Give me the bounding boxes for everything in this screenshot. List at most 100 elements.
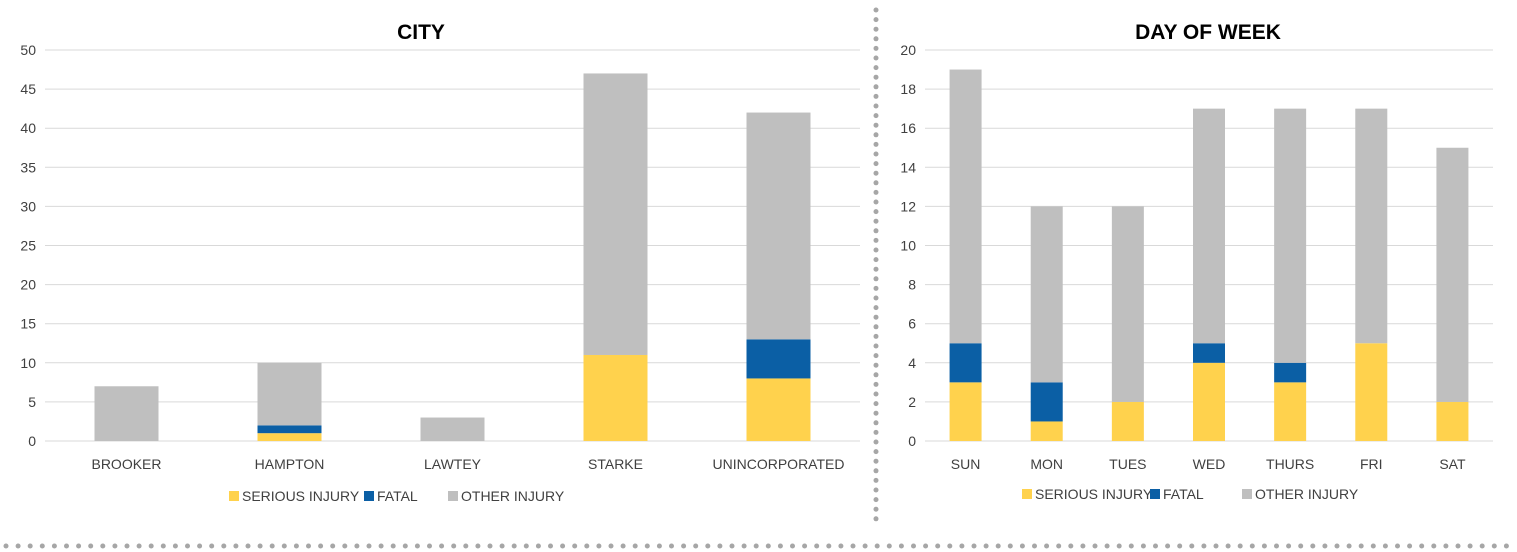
category-label: FRI [1360, 456, 1383, 472]
bar-segment-other-injury [1030, 206, 1063, 383]
bar-segment-serious-injury [746, 378, 811, 441]
legend-item: SERIOUS INJURY [229, 488, 360, 504]
legend: SERIOUS INJURY FATAL OTHER INJURY [1022, 486, 1359, 502]
y-tick-labels: 0 5 10 15 20 25 30 35 40 45 50 [20, 42, 36, 449]
divider-dot [1503, 543, 1509, 549]
divider-dot [873, 122, 879, 128]
y-tick-label: 5 [28, 394, 36, 410]
divider-dot [873, 458, 879, 464]
category-label: STARKE [588, 456, 643, 472]
bar-segment-other-injury [257, 362, 322, 426]
divider-dot [523, 543, 529, 549]
divider-dot [1322, 543, 1328, 549]
divider-dot [873, 36, 879, 42]
bar-segment-serious-injury [1030, 421, 1063, 441]
divider-dot [923, 543, 929, 549]
divider-dot [873, 324, 879, 330]
divider-dot [995, 543, 1001, 549]
day-of-week-chart: DAY OF WEEK 0 2 4 6 8 10 12 14 16 18 20 SUN MON TUES… [900, 21, 1493, 502]
legend-label: SERIOUS INJURY [1035, 486, 1153, 502]
bar-segment-serious-injury [1193, 362, 1225, 441]
divider-dot [873, 113, 879, 119]
divider-dot [281, 543, 287, 549]
legend-label: OTHER INJURY [461, 488, 565, 504]
divider-dot [1213, 543, 1219, 549]
divider-dot [873, 285, 879, 291]
divider-dot [1080, 543, 1086, 549]
legend-label: FATAL [377, 488, 418, 504]
divider-dot [681, 543, 687, 549]
divider-dot [1056, 543, 1062, 549]
chart-title: DAY OF WEEK [1135, 21, 1281, 44]
legend-swatch [1242, 489, 1252, 499]
divider-dot [1310, 543, 1316, 549]
divider-dot [596, 543, 602, 549]
divider-dot [1189, 543, 1195, 549]
category-labels: SUN MON TUES WED THURS FRI SAT [951, 456, 1466, 472]
divider-dot [873, 295, 879, 301]
bar-segment-serious-injury [1355, 343, 1388, 441]
divider-dot [873, 141, 879, 147]
divider-dot [1201, 543, 1207, 549]
legend-item: SERIOUS INJURY [1022, 486, 1153, 502]
bar-segment-other-injury [583, 73, 648, 355]
divider-dot [873, 516, 879, 522]
divider-dot [873, 65, 879, 71]
divider-dot [873, 401, 879, 407]
dotted-dividers [3, 7, 1509, 549]
divider-dot [1068, 543, 1074, 549]
bar-segment-fatal [257, 425, 322, 434]
divider-dot [318, 543, 324, 549]
divider-dot [886, 543, 892, 549]
divider-dot [15, 543, 21, 549]
divider-dot [1007, 543, 1013, 549]
gridlines [45, 49, 860, 442]
divider-dot [293, 543, 299, 549]
divider-dot [257, 543, 263, 549]
divider-dot [873, 228, 879, 234]
divider-dot [873, 26, 879, 32]
divider-dot [463, 543, 469, 549]
divider-dot [100, 543, 106, 549]
divider-dot [39, 543, 45, 549]
divider-dot [873, 257, 879, 263]
category-label: SAT [1439, 456, 1466, 472]
divider-dot [1467, 543, 1473, 549]
bars [949, 69, 1469, 441]
bar-segment-other-injury [420, 417, 485, 441]
divider-dot [1019, 543, 1025, 549]
divider-dot [765, 543, 771, 549]
divider-dot [1044, 543, 1050, 549]
divider-dot [136, 543, 142, 549]
divider-dot [1358, 543, 1364, 549]
divider-dot [1116, 543, 1122, 549]
divider-dot [911, 543, 916, 549]
divider-dot [535, 543, 541, 549]
divider-dot [1395, 543, 1400, 549]
y-tick-label: 10 [20, 355, 36, 371]
divider-dot [124, 543, 130, 549]
divider-dot [669, 543, 674, 549]
category-label: MON [1030, 456, 1063, 472]
bar-segment-fatal [949, 343, 982, 383]
divider-dot [1104, 543, 1110, 549]
divider-dot [705, 543, 711, 549]
divider-dot [1479, 543, 1485, 549]
y-tick-label: 6 [908, 316, 916, 332]
divider-dot [475, 543, 481, 549]
y-tick-label: 50 [20, 42, 36, 58]
divider-dot [88, 543, 94, 549]
divider-dot [790, 543, 795, 549]
bar-segment-other-injury [1193, 108, 1225, 344]
divider-dot [873, 487, 879, 493]
bar-segment-serious-injury [949, 382, 982, 441]
bar-segment-other-injury [94, 386, 159, 441]
legend-label: OTHER INJURY [1255, 486, 1359, 502]
divider-dot [451, 543, 457, 549]
divider-dot [777, 543, 783, 549]
divider-dot [873, 189, 879, 195]
divider-dot [402, 543, 408, 549]
divider-dot [172, 543, 178, 549]
divider-dot [873, 161, 879, 167]
divider-dot [873, 170, 879, 176]
